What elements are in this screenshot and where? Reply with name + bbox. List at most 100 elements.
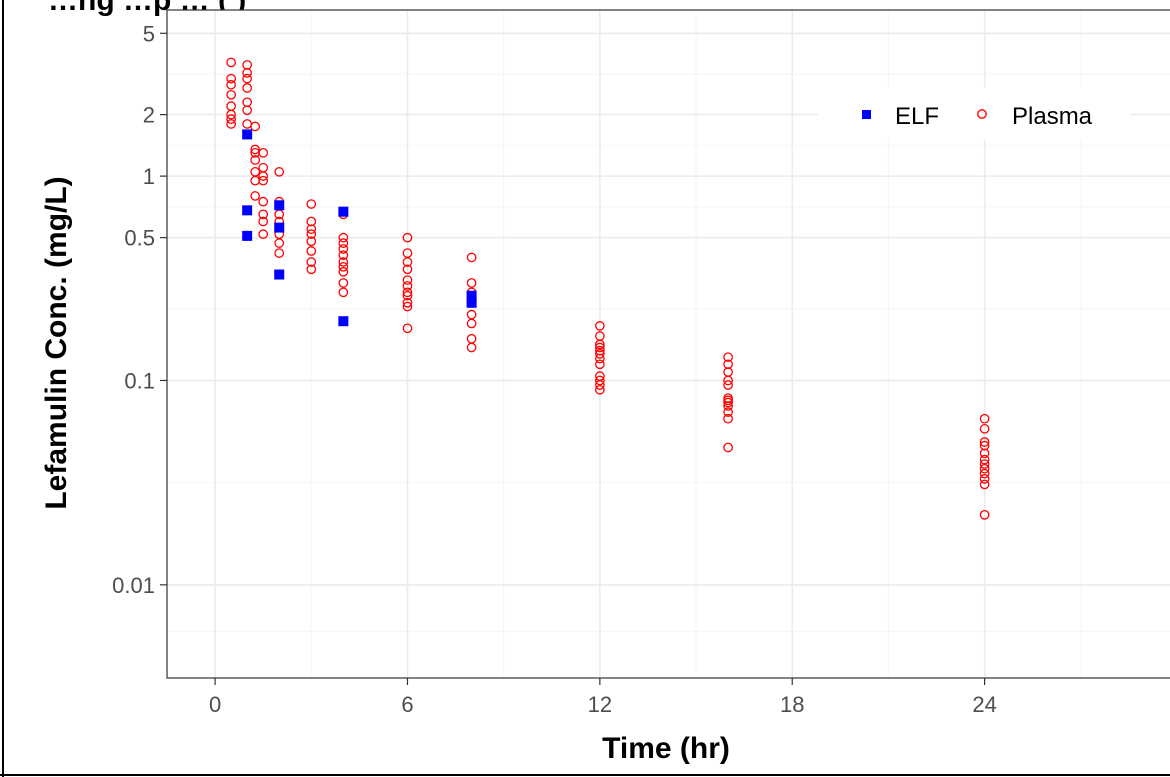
y-tick-label: 0.5 [124,226,155,251]
x-axis-title: Time (hr) [602,732,730,765]
elf-point [466,297,477,308]
plasma-point [979,423,990,434]
plasma-point [402,287,413,298]
plasma-point [402,297,413,308]
legend-label-elf: ELF [895,103,939,130]
x-tick-label: 0 [209,692,221,717]
plasma-point [226,114,236,125]
plasma-point [402,264,413,275]
plasma-point [979,474,990,484]
plasma-point [979,510,990,520]
plasma-point [402,290,413,301]
plasma-point [979,454,990,465]
plasma-point [723,375,733,386]
plasma-point [338,232,349,243]
elf-point [338,206,349,217]
plasma-series [226,57,990,520]
plasma-point [338,267,349,277]
elf-point [466,290,477,301]
y-tick-label: 1 [143,164,155,189]
plot-panel-border [166,9,1170,679]
x-tick-label: 18 [780,692,804,717]
plasma-point [250,144,261,155]
plasma-point [258,147,269,158]
plasma-point [402,301,413,312]
plasma-point [723,380,733,390]
plasma-point [258,229,269,240]
plasma-point [723,442,733,453]
plasma-point [595,375,605,386]
plasma-point [979,413,990,424]
elf-point [242,129,253,140]
plasma-point [979,448,990,459]
plasma-point [338,244,349,254]
plasma-point [306,216,317,227]
plasma-point [979,437,990,447]
plasma-point [723,413,733,424]
legend-key-elf [862,110,871,119]
plasma-point [979,463,990,474]
plasma-point [250,155,261,165]
plasma-point [723,401,733,411]
plasma-point [274,238,285,248]
plasma-point [595,380,605,390]
plasma-point [250,191,261,201]
plasma-point [466,278,477,288]
plasma-point [338,261,349,272]
plasma-point [979,479,990,490]
plasma-point [338,278,349,288]
plasma-point [338,238,349,248]
plasma-point [306,229,317,240]
plasma-point [258,171,269,181]
elf-point [274,269,285,280]
plasma-point [306,257,317,267]
plasma-point [595,321,605,331]
plasma-point [242,83,253,93]
plasma-point [723,397,733,408]
plasma-point [723,352,733,363]
plasma-point [242,68,253,78]
plasma-point [226,119,236,129]
plasma-point [979,468,990,479]
plasma-point [595,339,605,350]
elf-point [338,316,349,327]
x-tick-label: 12 [588,692,612,717]
y-tick-label: 0.01 [112,573,155,598]
plasma-point [258,175,269,186]
plasma-point [258,216,269,227]
plasma-point [306,264,317,275]
elf-point [242,230,253,241]
plasma-point [226,73,236,84]
plasma-point [402,275,413,285]
plasma-point [250,121,261,132]
plasma-point [306,199,317,209]
x-tick-label: 6 [401,692,413,717]
legend: ELF Plasma [818,88,1130,140]
y-axis-title: Lefamulin Conc. (mg/L) [40,176,73,509]
plasma-point [595,348,605,359]
plasma-point [338,287,349,298]
plasma-point [979,440,990,451]
plasma-point [466,318,477,329]
plasma-point [723,359,733,370]
plasma-point [595,384,605,395]
plasma-point [338,250,349,261]
plasma-point [258,209,269,220]
elf-series [242,129,477,327]
plasma-point [306,246,317,256]
plasma-point [595,353,605,364]
plasma-point [226,109,236,120]
plasma-point [258,196,269,207]
legend-key-plasma [977,109,987,119]
plasma-point [595,342,605,353]
x-tick-label: 24 [972,692,996,717]
plasma-point [595,359,605,370]
plasma-point [402,323,413,334]
plasma-point [274,248,285,258]
plasma-point [402,232,413,243]
elf-point [274,200,285,211]
plasma-point [226,89,236,100]
y-tick-label: 0.1 [124,368,155,393]
plasma-point [226,79,236,90]
